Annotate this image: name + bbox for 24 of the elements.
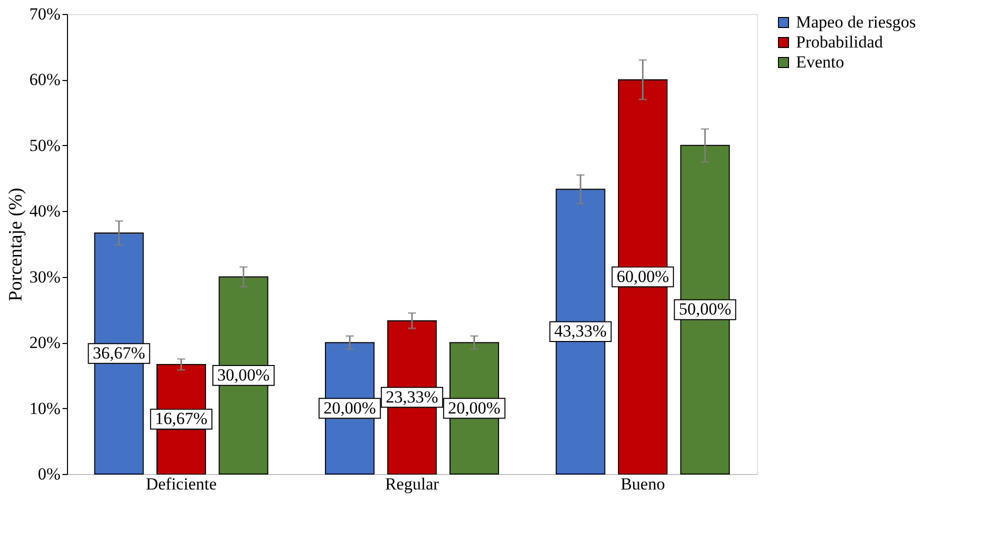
legend-label: Mapeo de riesgos bbox=[796, 12, 916, 32]
x-tick-label: Regular bbox=[385, 474, 440, 494]
data-label: 50,00% bbox=[678, 300, 732, 319]
y-tick-label: 10% bbox=[29, 398, 60, 418]
y-tick-label: 50% bbox=[29, 136, 60, 155]
y-tick-label: 0% bbox=[38, 464, 60, 484]
data-label: 30,00% bbox=[217, 365, 270, 384]
y-tick-label: 60% bbox=[29, 70, 60, 90]
legend-label: Evento bbox=[796, 52, 844, 72]
data-label: 60,00% bbox=[616, 266, 669, 286]
data-label: 43,33% bbox=[554, 322, 607, 341]
y-axis-title: Porcentaje (%) bbox=[5, 188, 26, 302]
data-label: 36,67% bbox=[92, 344, 146, 363]
legend-label: Probabilidad bbox=[796, 32, 884, 52]
data-label: 23,33% bbox=[386, 387, 438, 406]
y-tick-label: 30% bbox=[29, 267, 60, 286]
x-tick-label: Bueno bbox=[620, 474, 665, 494]
data-label: 20,00% bbox=[324, 398, 376, 418]
y-tick-label: 40% bbox=[29, 202, 60, 221]
y-tick-label: 70% bbox=[29, 4, 60, 24]
data-label: 20,00% bbox=[448, 398, 500, 418]
y-tick-label: 20% bbox=[29, 333, 60, 352]
data-label: 16,67% bbox=[155, 409, 208, 428]
x-tick-label: Deficiente bbox=[146, 474, 217, 494]
